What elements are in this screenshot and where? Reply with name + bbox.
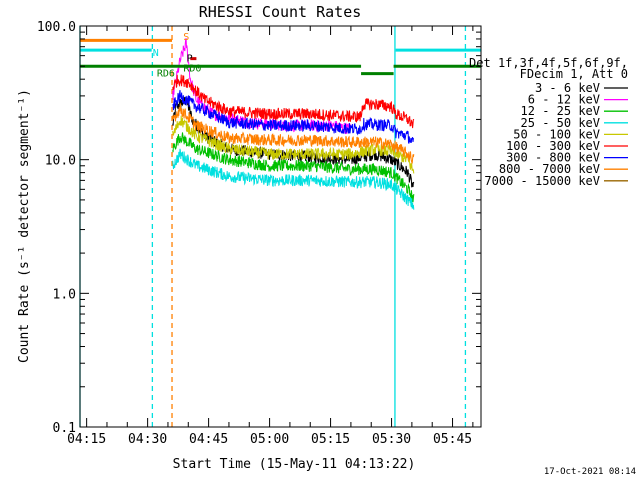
legend-entry-label: 50 - 100 keV xyxy=(513,127,600,141)
annotation-label: P xyxy=(187,54,193,65)
x-tick-label: 05:00 xyxy=(250,432,289,447)
y-axis-label: Count Rate (s⁻¹ detector segment⁻¹) xyxy=(17,89,32,363)
series-line-7 xyxy=(172,103,415,164)
x-tick-label: 04:45 xyxy=(189,432,228,447)
x-tick-label: 05:15 xyxy=(311,432,350,447)
y-axis: 0.1 1.0 10.0 100.0 xyxy=(37,20,481,436)
x-tick-label: 04:30 xyxy=(128,432,167,447)
legend-entry-label: 25 - 50 keV xyxy=(521,116,600,130)
y-tick-label: 10.0 xyxy=(45,154,76,169)
x-tick-label: 05:45 xyxy=(433,432,472,447)
legend-entry-label: 300 - 800 keV xyxy=(506,151,600,165)
series-line-3 xyxy=(172,148,415,210)
legend-entry-label: 12 - 25 keV xyxy=(521,104,600,118)
legend-entry-label: 3 - 6 keV xyxy=(535,81,600,95)
series-line-2 xyxy=(172,132,415,203)
y-tick-label: 100.0 xyxy=(37,20,76,35)
legend-entry-label: 800 - 7000 keV xyxy=(499,162,600,176)
series-line-4 xyxy=(172,115,415,174)
x-axis: 04:15 04:30 04:45 05:00 05:15 05:30 05:45 xyxy=(67,26,474,447)
legend: Det 1f,3f,4f,5f,6f,9f, FDecim 1, Att 0 3… xyxy=(469,56,628,188)
legend-entry-label: 7000 - 15000 keV xyxy=(484,174,600,188)
state-bar-label: S xyxy=(183,32,189,43)
plot-frame xyxy=(79,25,482,428)
x-axis-label: Start Time (15-May-11 04:13:22) xyxy=(173,457,416,472)
legend-header-line-1: Det 1f,3f,4f,5f,6f,9f, xyxy=(469,56,628,70)
y-tick-label: 1.0 xyxy=(53,287,76,302)
legend-entry-label: 100 - 300 keV xyxy=(506,139,600,153)
series-line-5 xyxy=(172,74,415,129)
chart-title: RHESSI Count Rates xyxy=(199,3,362,21)
state-bar-label: N xyxy=(153,48,159,59)
state-bar-label: RD6 xyxy=(157,68,175,79)
footer-timestamp: 17-Oct-2021 08:14 xyxy=(544,467,636,477)
x-tick-label: 04:15 xyxy=(67,432,106,447)
x-tick-label: 05:30 xyxy=(372,432,411,447)
legend-entry-label: 6 - 12 keV xyxy=(528,93,600,107)
series-line-6 xyxy=(172,90,415,144)
legend-header-line-2: FDecim 1, Att 0 xyxy=(520,67,628,81)
y-tick-label: 0.1 xyxy=(53,421,76,436)
annotation-label: RD0 xyxy=(183,63,201,74)
